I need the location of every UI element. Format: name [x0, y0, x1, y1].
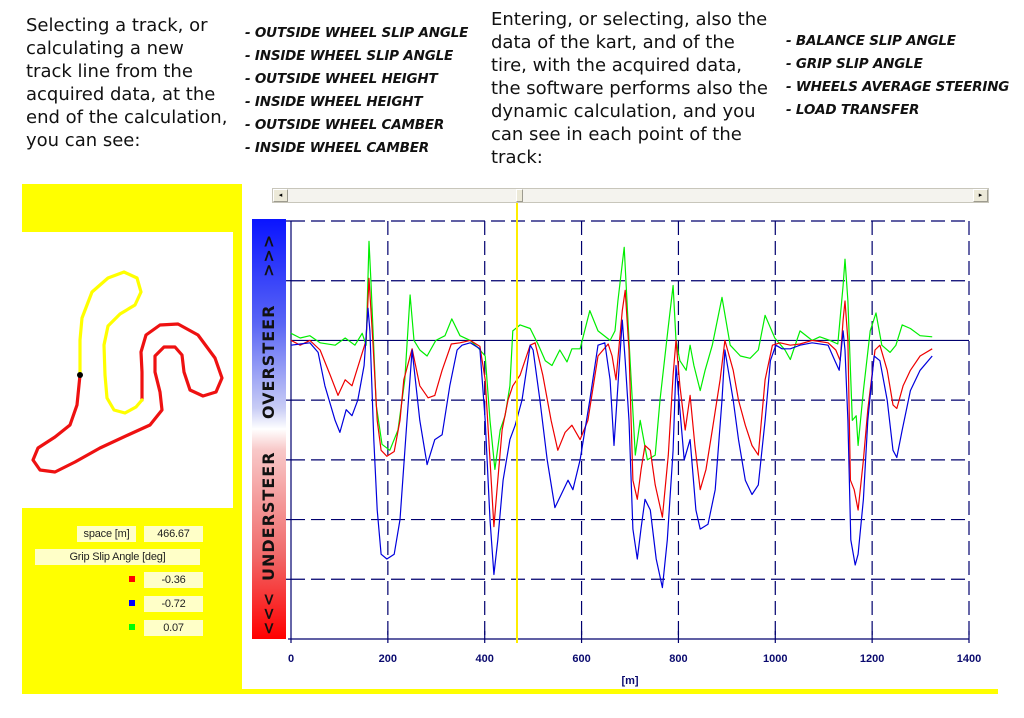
- feature-item: - LOAD TRANSFER: [786, 102, 920, 118]
- feature-item: - INSIDE WHEEL CAMBER: [245, 140, 429, 156]
- channel-label: Grip Slip Angle [deg]: [35, 549, 200, 565]
- feature-item: - OUTSIDE WHEEL CAMBER: [245, 117, 445, 133]
- feature-item: - GRIP SLIP ANGLE: [786, 56, 923, 72]
- blue-series-line: [290, 307, 933, 589]
- grip-slip-angle-chart[interactable]: 0 200 400 600 800 1000 1200 1400 [m]: [242, 184, 998, 689]
- red-series-value: -0.36: [144, 572, 203, 588]
- x-tick-label: 1400: [957, 653, 981, 665]
- green-series-swatch: [129, 624, 135, 630]
- feature-list-right: - BALANCE SLIP ANGLE - GRIP SLIP ANGLE -…: [786, 30, 1009, 122]
- position-marker-icon: [77, 372, 83, 378]
- x-tick-label: 0: [288, 653, 294, 665]
- scroll-right-arrow-icon[interactable]: ▸: [973, 189, 988, 202]
- oversteer-understeer-scale: <<< UNDERSTEER OVERSTEER >>>: [252, 219, 286, 639]
- feature-item: - INSIDE WHEEL SLIP ANGLE: [245, 48, 454, 64]
- feature-item: - BALANCE SLIP ANGLE: [786, 33, 956, 49]
- x-tick-label: 200: [379, 653, 397, 665]
- space-label: space [m]: [77, 526, 136, 542]
- feature-item: - OUTSIDE WHEEL SLIP ANGLE: [245, 25, 469, 41]
- space-value-field[interactable]: 466.67: [144, 526, 203, 542]
- scroll-left-arrow-icon[interactable]: ◂: [273, 189, 288, 202]
- bottom-yellow-strip: [242, 689, 998, 694]
- intro-text-left: Selecting a track, or calculating a new …: [26, 15, 228, 151]
- x-tick-label: 800: [669, 653, 687, 665]
- x-axis-label: [m]: [621, 675, 638, 687]
- red-series-swatch: [129, 576, 135, 582]
- x-tick-label: 400: [476, 653, 494, 665]
- green-series-value: 0.07: [144, 620, 203, 636]
- feature-item: - OUTSIDE WHEEL HEIGHT: [245, 71, 438, 87]
- feature-item: - INSIDE WHEEL HEIGHT: [245, 94, 423, 110]
- feature-item: - WHEELS AVERAGE STEERING: [786, 79, 1010, 95]
- green-series-line: [290, 240, 933, 470]
- feature-list-left: - OUTSIDE WHEEL SLIP ANGLE - INSIDE WHEE…: [245, 22, 468, 160]
- scrollbar-thumb[interactable]: [516, 189, 523, 202]
- blue-series-swatch: [129, 600, 135, 606]
- x-tick-label: 1200: [860, 653, 884, 665]
- intro-text-right: Entering, or selecting, also the data of…: [491, 9, 768, 168]
- position-scrollbar[interactable]: ◂ ▸: [272, 188, 989, 203]
- x-tick-label: 600: [572, 653, 590, 665]
- x-tick-label: 1000: [763, 653, 787, 665]
- blue-series-value: -0.72: [144, 596, 203, 612]
- track-map[interactable]: [22, 232, 233, 508]
- track-map-panel[interactable]: [22, 232, 233, 508]
